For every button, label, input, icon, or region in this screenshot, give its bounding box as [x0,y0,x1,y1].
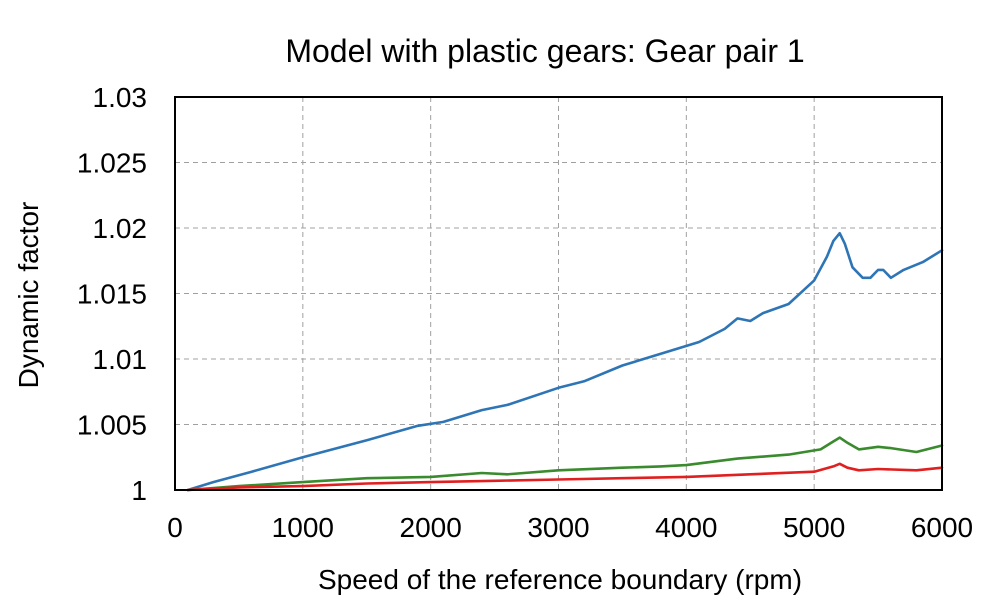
y-axis-ticks: 1 1.005 1.01 1.015 1.02 1.025 1.03 [77,82,147,506]
x-tick-label: 6000 [911,512,973,543]
y-tick-label: 1.02 [93,213,148,244]
y-tick-label: 1.03 [93,82,148,113]
y-tick-label: 1.01 [93,344,148,375]
chart-title: Model with plastic gears: Gear pair 1 [285,33,804,69]
y-tick-label: 1.025 [77,148,147,179]
y-axis-label: Dynamic factor [13,202,44,389]
x-axis-ticks: 0 1000 2000 3000 4000 5000 6000 [167,512,973,543]
x-tick-label: 2000 [400,512,462,543]
x-tick-label: 1000 [272,512,334,543]
series-line-2 [186,436,944,492]
x-tick-label: 0 [167,512,183,543]
x-tick-label: 5000 [783,512,845,543]
x-tick-label: 3000 [527,512,589,543]
x-tick-label: 4000 [655,512,717,543]
x-axis-label: Speed of the reference boundary (rpm) [318,564,802,595]
y-tick-label: 1.005 [77,410,147,441]
series-line-3 [186,462,944,492]
plot-area-frame [174,96,943,491]
series-lines [186,231,944,492]
y-tick-label: 1.015 [77,279,147,310]
series-line-1 [186,231,944,492]
y-tick-label: 1 [131,475,147,506]
